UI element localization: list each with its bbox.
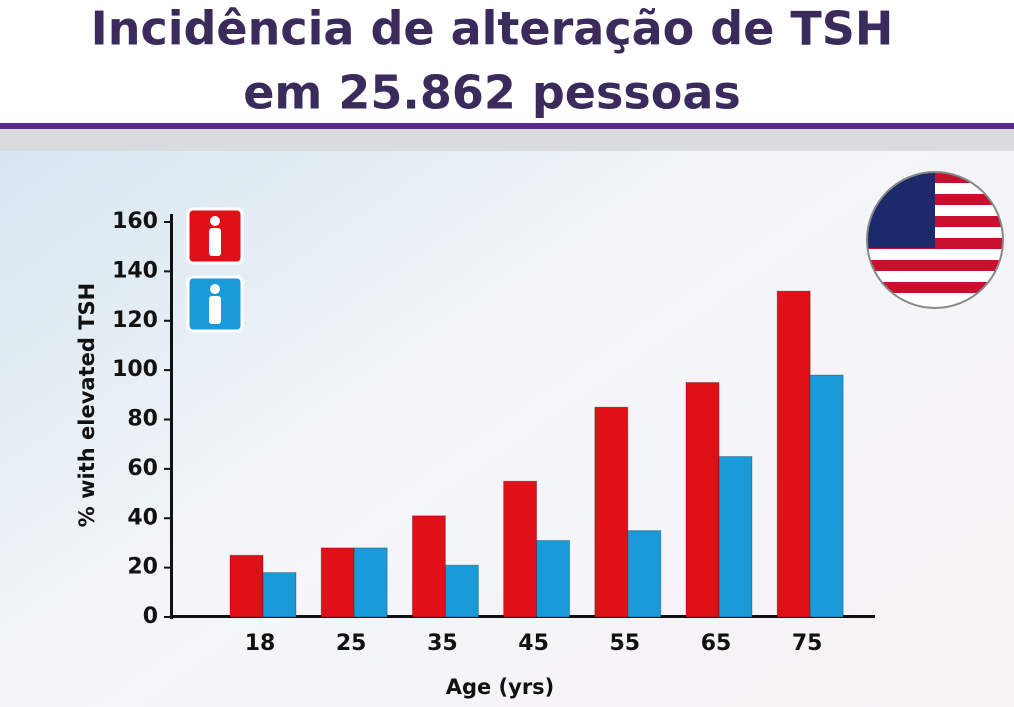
x-tick-label: 18 xyxy=(245,631,276,656)
bar xyxy=(411,515,446,618)
y-axis-label: % with elevated TSH xyxy=(75,283,99,527)
x-tick-label: 25 xyxy=(336,631,367,656)
x-tick-label: 45 xyxy=(518,631,549,656)
y-tick-label: 0 xyxy=(143,604,158,629)
legend-figure xyxy=(209,296,221,324)
bar xyxy=(536,539,571,618)
bar xyxy=(809,374,844,618)
bar xyxy=(320,547,355,618)
title-rule xyxy=(0,123,1014,129)
bar xyxy=(262,572,297,618)
y-tick-label: 120 xyxy=(112,308,158,333)
legend-icon xyxy=(186,207,244,265)
flag-rim xyxy=(866,171,1004,309)
chart-title: Incidência de alteração de TSH xyxy=(91,2,894,56)
x-tick-label: 55 xyxy=(609,631,640,656)
bar xyxy=(503,480,538,618)
bar xyxy=(776,290,811,618)
y-tick-label: 160 xyxy=(112,209,158,234)
y-tick-label: 100 xyxy=(112,357,158,382)
x-tick-label: 75 xyxy=(792,631,823,656)
y-axis xyxy=(170,214,173,619)
title-band xyxy=(0,0,1014,125)
bar xyxy=(353,547,388,618)
bar xyxy=(685,381,720,618)
grey-band xyxy=(0,129,1014,151)
y-tick-label: 40 xyxy=(127,505,158,530)
y-tick-label: 140 xyxy=(112,258,158,283)
bar xyxy=(444,564,479,618)
legend-figure xyxy=(210,284,220,294)
x-tick-label: 35 xyxy=(427,631,458,656)
x-tick-label: 65 xyxy=(701,631,732,656)
chart-title: em 25.862 pessoas xyxy=(243,66,741,120)
bar xyxy=(718,456,753,618)
legend-icon xyxy=(186,275,244,333)
y-tick-label: 60 xyxy=(127,456,158,481)
bar xyxy=(594,406,629,618)
legend-figure xyxy=(210,216,220,226)
x-axis-label: Age (yrs) xyxy=(446,675,555,699)
bar xyxy=(627,530,662,618)
y-tick-label: 20 xyxy=(127,555,158,580)
y-tick-label: 80 xyxy=(127,407,158,432)
bar xyxy=(229,554,264,618)
legend-figure xyxy=(209,228,221,256)
